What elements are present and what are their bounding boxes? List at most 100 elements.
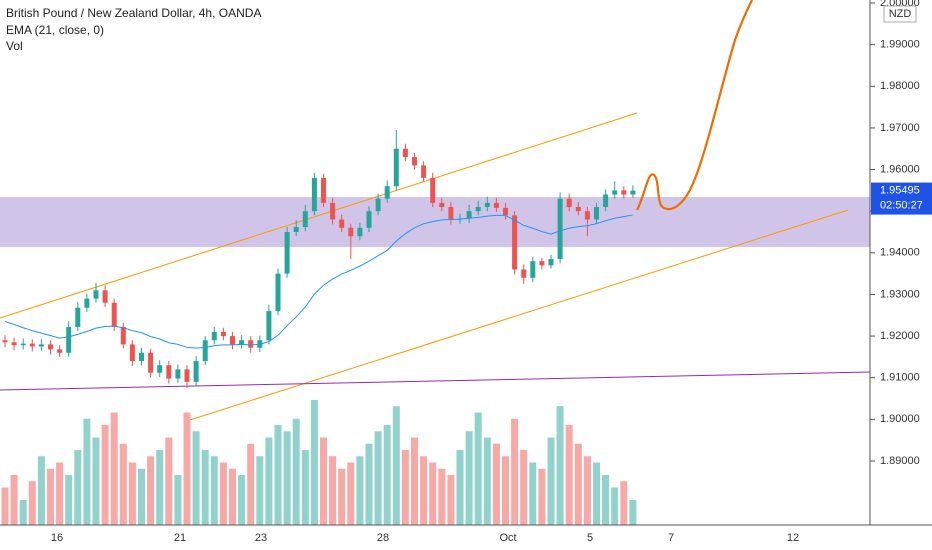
volume-bar: [456, 450, 464, 525]
trend-line: [0, 371, 871, 391]
volume-bar: [620, 481, 628, 525]
candle-body: [548, 259, 554, 266]
price-box: [871, 182, 932, 215]
candle-body: [29, 343, 35, 347]
symbol-title: British Pound / New Zealand Dollar, 4h, …: [6, 6, 261, 20]
volume-bar: [602, 475, 610, 525]
candle-body: [466, 211, 472, 219]
volume-bar: [565, 425, 573, 525]
volume-bar: [201, 450, 209, 525]
price-axis: [870, 0, 932, 550]
volume-bar: [1, 487, 9, 525]
candle-body: [11, 342, 17, 346]
ema-line: [4, 214, 633, 349]
candle-body: [120, 326, 126, 345]
x-tick-label: 23: [255, 532, 267, 544]
volume-bar: [593, 462, 600, 525]
candle-body: [575, 207, 581, 212]
candle-body: [284, 232, 290, 274]
volume-bar: [210, 456, 218, 525]
volume-bar: [47, 468, 54, 525]
candle-body: [311, 177, 317, 212]
volume-bar: [329, 456, 337, 525]
volume-bar: [492, 443, 500, 525]
y-tick-label: 1.96000: [880, 163, 920, 175]
candle-body: [348, 227, 354, 237]
y-tick-label: 1.89000: [880, 455, 920, 467]
volume-bar: [119, 443, 127, 525]
candle-body: [202, 340, 208, 362]
candle-body: [175, 369, 181, 379]
candle-body: [239, 340, 245, 345]
candle-body: [603, 194, 609, 208]
volume-bar: [10, 475, 18, 525]
volume-bar: [110, 412, 118, 525]
volume-bar: [447, 475, 455, 525]
x-tick-label: 5: [587, 532, 593, 544]
volume-bar: [256, 456, 264, 525]
candle-body: [493, 202, 499, 208]
candle-body: [129, 344, 135, 362]
candle-body: [594, 207, 599, 220]
volume-bar: [465, 431, 473, 525]
volume-bar: [92, 437, 100, 525]
candle-body: [421, 165, 427, 178]
volume-bar: [219, 462, 227, 525]
volume-bar: [383, 425, 391, 525]
currency-box: [883, 5, 917, 23]
volume-bar: [420, 456, 428, 525]
volume-bar: [429, 462, 437, 525]
last-price: 1.95495: [880, 184, 920, 196]
candle-body: [530, 261, 536, 278]
candle-body: [157, 365, 163, 373]
x-tick-label: 7: [668, 532, 674, 544]
candle-body: [393, 148, 399, 187]
candle-body: [621, 190, 627, 195]
candle-body: [111, 302, 117, 327]
candle-body: [521, 269, 527, 278]
currency: NZD: [889, 8, 912, 20]
y-tick-label: 1.91000: [880, 372, 920, 384]
candle-body: [475, 207, 481, 212]
candle-body: [184, 369, 190, 382]
candle-body: [357, 227, 363, 237]
candle-body: [539, 261, 545, 266]
volume-bar: [520, 450, 528, 525]
candle-body: [293, 227, 299, 232]
volume-bar: [28, 481, 36, 525]
volume-bar: [138, 468, 145, 525]
x-tick-label: 28: [377, 532, 389, 544]
candle-body: [484, 202, 490, 208]
y-tick-label: 2.00000: [880, 0, 920, 9]
volume-bar: [347, 462, 355, 525]
candle-body: [66, 326, 72, 353]
y-tick-label: 1.99000: [880, 39, 920, 51]
volume-bar: [611, 487, 619, 525]
volume-bar: [174, 475, 182, 525]
volume-bar: [128, 462, 136, 525]
candle-body: [430, 177, 436, 203]
volume-bar: [156, 450, 164, 525]
candle-body: [38, 344, 44, 347]
volume-label: Vol: [6, 39, 23, 53]
channel-lower: [189, 209, 849, 421]
candle-body: [57, 349, 63, 353]
volume-bar: [629, 500, 637, 525]
candle-body: [93, 290, 99, 299]
candle-body: [48, 344, 53, 350]
volume-bar: [183, 412, 191, 525]
candle-body: [512, 215, 518, 270]
candle-body: [384, 186, 390, 199]
volume-bar: [274, 425, 282, 525]
volume-bar: [356, 456, 364, 525]
candle-body: [302, 211, 308, 228]
indicator-label: EMA (21, close, 0): [6, 23, 104, 37]
x-tick-label: 12: [787, 532, 799, 544]
candle-body: [366, 211, 372, 228]
volume-bar: [338, 468, 346, 525]
candle-body: [375, 198, 381, 212]
countdown: 02:50:27: [880, 199, 923, 211]
volume-bar: [101, 425, 109, 525]
volume-bar: [529, 462, 537, 525]
volume-bar: [292, 418, 300, 525]
